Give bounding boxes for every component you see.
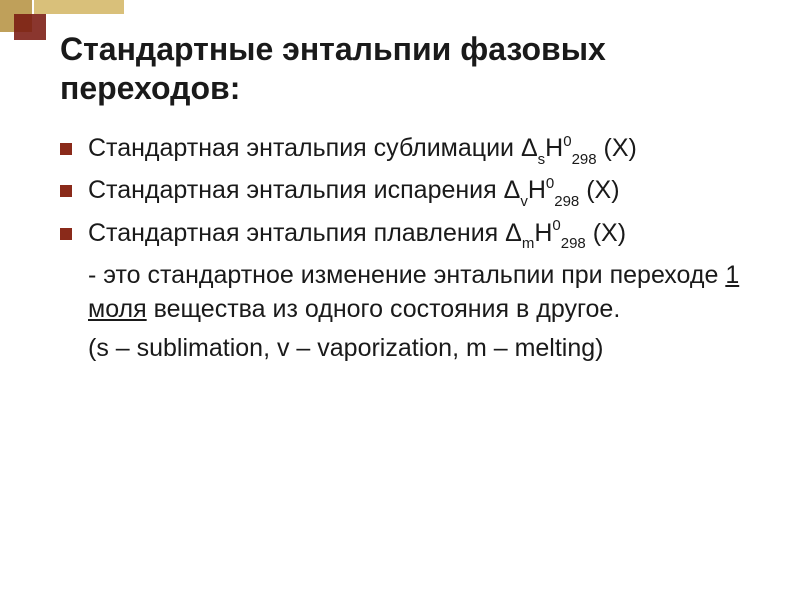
item-sub: m [522, 235, 535, 252]
item-mid: Н [534, 219, 552, 247]
slide-title: Стандартные энтальпии фазовых переходов: [60, 30, 760, 108]
list-item: Стандартная энтальпия сублимации ΔsН0298… [60, 132, 760, 168]
item-sub2: 298 [554, 193, 579, 210]
deco-strip [34, 0, 124, 14]
content-list: Стандартная энтальпия сублимации ΔsН0298… [60, 132, 760, 366]
item-sub: s [538, 151, 546, 168]
list-item: Стандартная энтальпия плавления ΔmН0298 … [60, 217, 760, 253]
item-mid: Н [545, 134, 563, 162]
item-sub: v [520, 193, 528, 210]
item-suffix: (Х) [597, 134, 637, 162]
item-suffix: (Х) [586, 219, 626, 247]
item-suffix: (Х) [579, 176, 619, 204]
legend-text: (s – sublimation, v – vaporization, m – … [60, 332, 760, 366]
item-sub2: 298 [572, 151, 597, 168]
slide-body: Стандартные энтальпии фазовых переходов:… [0, 30, 800, 372]
item-sub2: 298 [561, 235, 586, 252]
item-sup: 0 [552, 217, 560, 234]
item-prefix: Стандартная энтальпия испарения Δ [88, 176, 520, 204]
item-prefix: Стандартная энтальпия сублимации Δ [88, 134, 538, 162]
definition-pre: - это стандартное изменение энтальпии пр… [88, 261, 725, 289]
item-mid: Н [528, 176, 546, 204]
definition-text: - это стандартное изменение энтальпии пр… [60, 259, 760, 327]
item-sup: 0 [546, 175, 554, 192]
definition-post: вещества из одного состояния в другое. [147, 295, 621, 323]
list-item: Стандартная энтальпия испарения ΔvН0298 … [60, 174, 760, 210]
item-prefix: Стандартная энтальпия плавления Δ [88, 219, 522, 247]
item-sup: 0 [563, 133, 571, 150]
